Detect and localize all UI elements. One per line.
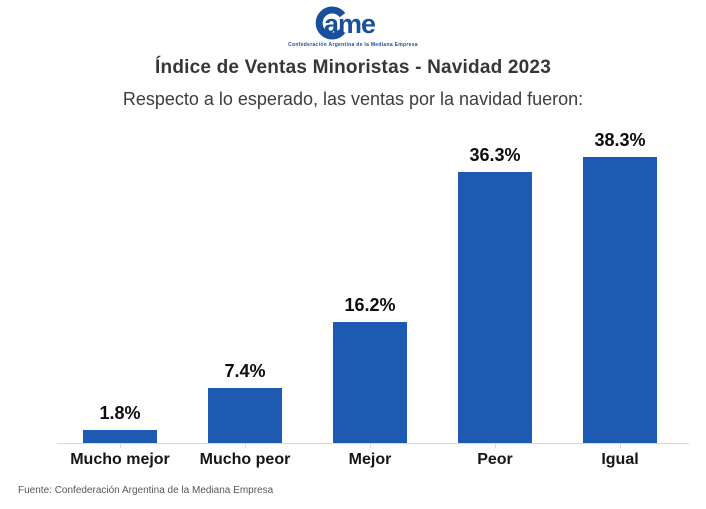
x-axis-line (57, 443, 689, 444)
bar (208, 387, 282, 443)
chart-title: Índice de Ventas Minoristas - Navidad 20… (155, 57, 551, 78)
came-logo-icon: ame (315, 6, 377, 40)
bar (458, 171, 532, 443)
bar-column: 16.2% (308, 295, 433, 443)
x-axis-cell: Mucho mejor (58, 444, 183, 469)
bar (583, 157, 657, 443)
x-axis-label: Mucho peor (199, 451, 291, 468)
bar-value-label: 7.4% (224, 360, 266, 381)
bar-column: 38.3% (558, 130, 683, 443)
x-axis-label: Mejor (348, 451, 392, 468)
source-note: Fuente: Confederación Argentina de la Me… (18, 485, 274, 496)
bar-column: 36.3% (433, 145, 558, 443)
chart-subtitle: Respecto a lo esperado, las ventas por l… (122, 89, 584, 109)
axis-tick (120, 444, 121, 448)
bar-column: 1.8% (58, 403, 183, 443)
bar-value-label: 36.3% (469, 144, 521, 165)
axis-tick (495, 444, 496, 448)
axis-tick (370, 444, 371, 448)
bar-chart: 1.8% 7.4% 16.2% 36.3% 38.3% Mucho mejor Mucho… (57, 130, 689, 490)
bar (333, 322, 407, 443)
axis-tick (245, 444, 246, 448)
x-axis-cell: Igual (558, 444, 683, 469)
came-logo: ame Confederación Argentina de la Median… (0, 5, 706, 48)
bars-plot-area: 1.8% 7.4% 16.2% 36.3% 38.3% (58, 130, 683, 443)
x-axis-cell: Mejor (308, 444, 433, 469)
x-axis-labels: Mucho mejor Mucho peor Mejor Peor Igual (58, 444, 683, 469)
bar-value-label: 38.3% (594, 130, 646, 150)
x-axis-label: Peor (477, 451, 513, 468)
x-axis-cell: Mucho peor (183, 444, 308, 469)
came-wordmark: ame (324, 9, 376, 39)
x-axis-cell: Peor (433, 444, 558, 469)
bar (83, 429, 157, 443)
bar-column: 7.4% (183, 361, 308, 443)
x-axis-label: Mucho mejor (70, 451, 170, 468)
x-axis-label: Igual (601, 451, 639, 468)
axis-tick (620, 444, 621, 448)
bar-value-label: 16.2% (344, 295, 396, 315)
bar-value-label: 1.8% (99, 402, 141, 423)
came-logo-tagline: Confederación Argentina de la Mediana Em… (288, 42, 418, 48)
